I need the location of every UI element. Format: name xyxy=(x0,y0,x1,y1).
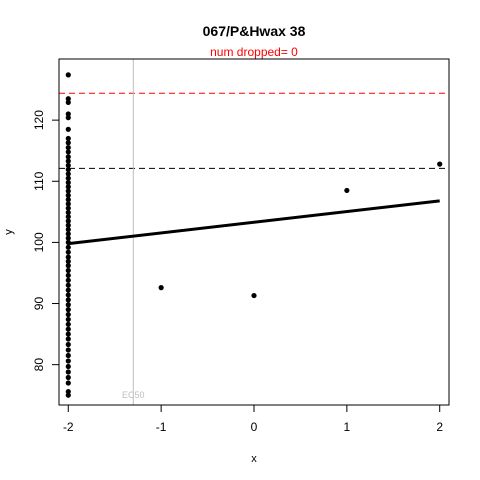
data-point xyxy=(158,285,164,291)
data-point xyxy=(65,321,71,327)
data-point xyxy=(65,331,71,337)
data-point xyxy=(65,297,71,303)
data-point xyxy=(65,171,71,177)
data-point xyxy=(65,302,71,308)
y-axis: 80 90 100 110 120 xyxy=(32,110,60,372)
y-axis-label: y xyxy=(3,229,15,235)
data-point xyxy=(65,363,71,370)
data-point xyxy=(65,167,71,173)
data-point xyxy=(65,316,71,323)
data-point xyxy=(65,388,71,395)
data-point xyxy=(65,175,71,181)
ec50-group: EC50 xyxy=(122,59,145,405)
data-point xyxy=(65,369,71,375)
data-point xyxy=(65,292,71,298)
data-point xyxy=(65,111,71,117)
y-tick-label: 80 xyxy=(32,358,46,372)
data-point xyxy=(65,222,71,228)
ec50-label: EC50 xyxy=(122,390,145,400)
data-point xyxy=(65,277,71,283)
chart-subtitle: num dropped= 0 xyxy=(210,45,298,59)
y-tick-label: 120 xyxy=(32,110,46,130)
data-point xyxy=(65,263,71,269)
data-point xyxy=(65,267,71,274)
data-point xyxy=(65,258,71,264)
data-point xyxy=(65,380,71,386)
data-point xyxy=(65,205,71,211)
data-point xyxy=(65,192,71,198)
data-point xyxy=(65,135,71,142)
data-points xyxy=(65,72,443,398)
data-point xyxy=(65,99,71,106)
data-point xyxy=(65,254,71,260)
data-point xyxy=(65,392,71,398)
data-point xyxy=(65,154,71,160)
y-tick-label: 100 xyxy=(32,232,46,252)
data-point xyxy=(65,235,71,241)
chart-title: 067/P&Hwax 38 xyxy=(203,23,306,39)
x-tick-label: -2 xyxy=(63,420,74,434)
data-point xyxy=(65,140,71,146)
data-point xyxy=(65,188,71,194)
x-tick-label: -1 xyxy=(156,420,167,434)
data-point xyxy=(251,292,257,299)
data-point xyxy=(65,244,71,250)
data-point xyxy=(65,115,71,121)
data-point xyxy=(65,226,71,233)
data-point xyxy=(65,72,71,78)
data-point xyxy=(65,239,71,245)
data-point xyxy=(65,347,71,353)
data-point xyxy=(65,374,71,381)
data-point xyxy=(65,249,71,255)
data-point xyxy=(65,214,71,220)
data-point xyxy=(65,311,71,318)
data-point xyxy=(65,287,71,293)
x-tick-label: 2 xyxy=(436,420,443,434)
fit-line-group xyxy=(68,199,440,246)
fit-line xyxy=(68,199,440,246)
data-point xyxy=(65,341,71,348)
data-point xyxy=(65,358,71,364)
data-point xyxy=(65,307,71,313)
data-point xyxy=(65,149,71,155)
data-point xyxy=(65,158,71,164)
data-point xyxy=(65,218,71,224)
data-point xyxy=(437,161,443,167)
y-tick-label: 90 xyxy=(32,297,46,311)
data-point xyxy=(65,336,71,342)
data-point xyxy=(65,352,71,359)
data-point xyxy=(65,282,71,288)
data-point xyxy=(65,179,71,186)
data-point xyxy=(65,184,71,190)
data-point xyxy=(65,126,71,132)
data-point xyxy=(65,201,71,207)
y-tick-label: 110 xyxy=(32,171,46,190)
data-point xyxy=(65,162,71,168)
data-point xyxy=(65,197,71,203)
data-point xyxy=(344,187,350,194)
data-point xyxy=(65,145,71,151)
data-point xyxy=(65,96,71,102)
data-point xyxy=(65,326,71,332)
x-tick-label: 1 xyxy=(344,420,351,434)
data-point xyxy=(65,231,71,237)
data-point xyxy=(65,272,71,279)
x-tick-label: 0 xyxy=(251,420,258,434)
data-point xyxy=(65,209,71,216)
x-axis: -2 -1 0 1 2 xyxy=(63,404,443,434)
reference-lines xyxy=(59,92,449,169)
x-axis-label: x xyxy=(251,453,257,465)
